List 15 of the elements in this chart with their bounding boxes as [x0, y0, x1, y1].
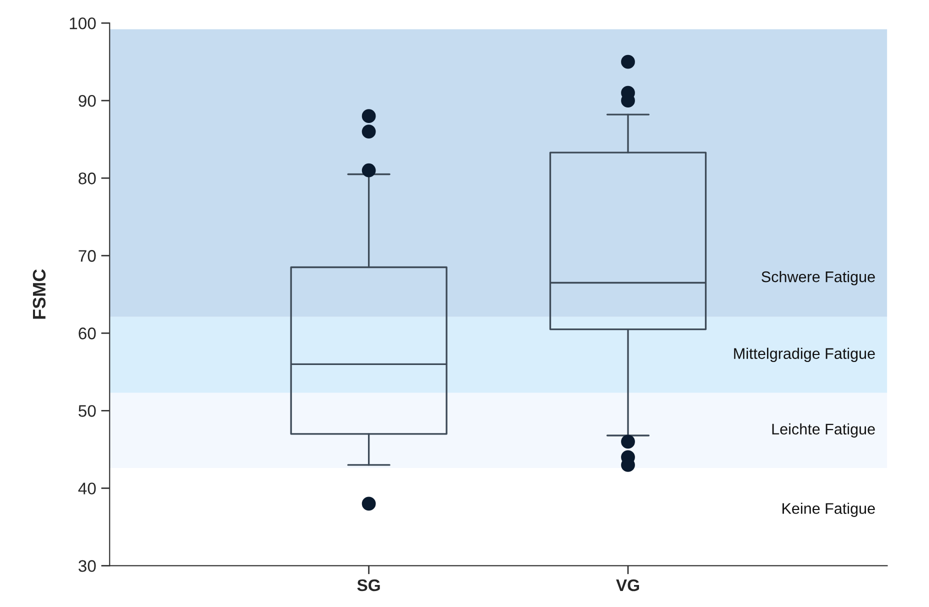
- band-label: Mittelgradige Fatigue: [734, 348, 875, 362]
- annotation: Keine Fatigue: [782, 502, 875, 517]
- band-label: Leichte Fatigue: [772, 423, 875, 438]
- y-tick-label: 60: [78, 328, 96, 340]
- y-tick-label: 80: [78, 172, 96, 184]
- y-axis-title: FSMC: [32, 269, 46, 319]
- y-tick-label: 70: [78, 250, 96, 262]
- y-tick-label: 50: [78, 405, 96, 417]
- x-tick-label: SG: [357, 579, 380, 592]
- y-tick-label: 90: [78, 94, 96, 107]
- y-tick-label: 40: [78, 482, 96, 494]
- y-tick-label: 100: [70, 17, 96, 30]
- y-tick-label: 30: [78, 560, 96, 572]
- band-label: Schwere Fatigue: [762, 270, 875, 286]
- x-tick-label: VG: [616, 579, 640, 592]
